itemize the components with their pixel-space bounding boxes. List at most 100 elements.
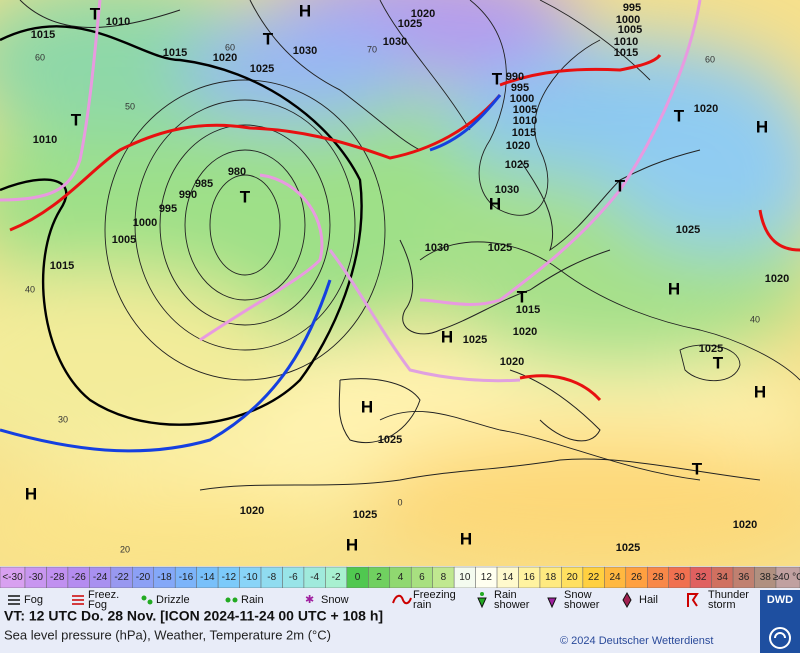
scale-label: -16 xyxy=(179,572,194,583)
scale-label: -6 xyxy=(289,572,298,583)
high-pressure-marker: H xyxy=(489,194,501,213)
latitude-label: 60 xyxy=(225,42,235,52)
legend-icon xyxy=(477,597,487,609)
pressure-label: 1020 xyxy=(213,52,237,64)
scale-label: 26 xyxy=(631,572,643,583)
pressure-label: 985 xyxy=(195,178,213,190)
scale-label: -18 xyxy=(157,572,172,583)
pressure-label: 1020 xyxy=(500,356,524,368)
legend-icon xyxy=(141,595,147,601)
latitude-label: 60 xyxy=(705,54,715,64)
high-pressure-marker: H xyxy=(441,327,453,346)
legend-entry: ✱ Snow xyxy=(305,594,349,606)
high-pressure-marker: H xyxy=(668,279,680,298)
pressure-label: 1020 xyxy=(411,8,435,20)
scale-label: 36 xyxy=(738,572,750,583)
scale-label: 32 xyxy=(695,572,707,583)
pressure-label: 1020 xyxy=(694,103,718,115)
legend-label: Snow xyxy=(321,594,349,606)
pressure-label: 1020 xyxy=(240,505,264,517)
pressure-label: 1025 xyxy=(353,509,377,521)
pressure-label: 1005 xyxy=(618,24,642,36)
description: Sea level pressure (hPa), Weather, Tempe… xyxy=(4,627,331,642)
scale-label: 30 xyxy=(674,572,686,583)
scale-label: 22 xyxy=(588,572,600,583)
pressure-label: 995 xyxy=(159,203,177,215)
scale-label: 8 xyxy=(441,572,447,583)
scale-label: 10 xyxy=(459,572,471,583)
low-pressure-marker: T xyxy=(492,69,503,88)
legend-label: Hail xyxy=(639,594,658,606)
legend-entry: Thunder storm xyxy=(687,589,749,611)
pressure-label: 1025 xyxy=(505,159,529,171)
low-pressure-marker: T xyxy=(674,106,685,125)
scale-label: <-30 xyxy=(2,572,23,583)
latitude-label: 50 xyxy=(125,101,135,111)
scale-label: 16 xyxy=(524,572,536,583)
scale-label: -24 xyxy=(93,572,108,583)
pressure-label: 1025 xyxy=(616,542,640,554)
copyright: © 2024 Deutscher Wetterdienst xyxy=(560,635,713,647)
pressure-label: 990 xyxy=(179,189,197,201)
dwd-logo-text: DWD xyxy=(767,594,793,606)
legend-entry: Snow shower xyxy=(547,589,600,611)
scale-label: -2 xyxy=(332,572,341,583)
scale-label: -30 xyxy=(29,572,44,583)
scale-label: -22 xyxy=(114,572,129,583)
pressure-label: 1025 xyxy=(378,434,402,446)
legend-label: Drizzle xyxy=(156,594,190,606)
pressure-label: 1020 xyxy=(506,140,530,152)
scale-label: -14 xyxy=(200,572,215,583)
latitude-label: 40 xyxy=(25,284,35,294)
temperature-scale: <-30 -30 -28 -26 -24 -22 -20 -18 -16 -14 -12 -10 -8-… xyxy=(0,566,800,589)
low-pressure-marker: T xyxy=(692,459,703,478)
scale-label: -28 xyxy=(50,572,65,583)
pressure-label: 1030 xyxy=(495,184,519,196)
latitude-label: 60 xyxy=(35,52,45,62)
legend-label: Rain shower xyxy=(494,589,530,611)
scale-label: 14 xyxy=(502,572,514,583)
scale-label: 2 xyxy=(376,572,382,583)
legend-label: Fog xyxy=(24,594,43,606)
scale-label: 20 xyxy=(567,572,579,583)
scale-label: -4 xyxy=(310,572,319,583)
legend-icon: ✱ xyxy=(305,594,314,606)
legend-entry: Freez. Fog xyxy=(72,589,119,611)
legend-label: Thunder storm xyxy=(708,589,749,611)
legend-label: Freezing rain xyxy=(413,589,456,611)
legend-entry: Hail xyxy=(622,591,658,609)
high-pressure-marker: H xyxy=(25,484,37,503)
legend-icon xyxy=(232,597,238,603)
pressure-label: 1030 xyxy=(383,36,407,48)
legend-label: Snow shower xyxy=(564,589,600,611)
dwd-logo xyxy=(760,590,800,653)
pressure-label: 1025 xyxy=(463,334,487,346)
legend-icon xyxy=(622,591,632,609)
low-pressure-marker: T xyxy=(263,29,274,48)
legend-icon xyxy=(72,595,84,605)
pressure-label: 1010 xyxy=(614,36,638,48)
legend-entry: Drizzle xyxy=(141,594,190,606)
pressure-label: 1015 xyxy=(31,29,55,41)
latitude-label: 30 xyxy=(58,414,68,424)
pressure-label: 980 xyxy=(228,166,246,178)
legend-entry: Rain shower xyxy=(477,589,530,611)
high-pressure-marker: H xyxy=(460,529,472,548)
pressure-label: 1030 xyxy=(425,242,449,254)
legend: Fog Freez. Fog Drizzle Rain ✱ Snow Freezing rain… xyxy=(8,589,749,611)
low-pressure-marker: T xyxy=(90,4,101,23)
legend-icon xyxy=(547,597,557,609)
scale-label: 34 xyxy=(717,572,729,583)
pressure-label: 1015 xyxy=(516,304,540,316)
legend-label: Rain xyxy=(241,594,264,606)
low-pressure-marker: T xyxy=(713,353,724,372)
valid-time: VT: 12 UTC Do. 28 Nov. [ICON 2024-11-24 … xyxy=(4,608,383,624)
legend-icon xyxy=(147,599,153,605)
scale-label: 38 xyxy=(760,572,772,583)
pressure-label: 995 xyxy=(623,2,641,14)
high-pressure-marker: H xyxy=(756,117,768,136)
scale-label: 4 xyxy=(398,572,404,583)
legend-panel xyxy=(0,588,800,653)
